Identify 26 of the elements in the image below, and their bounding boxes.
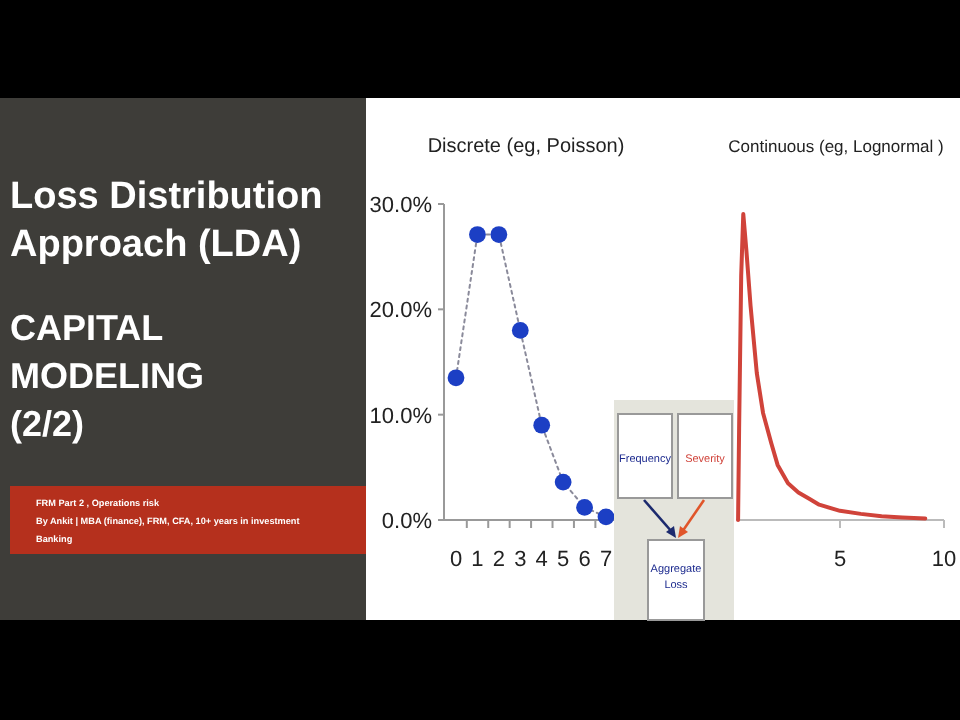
point	[554, 473, 572, 491]
y-tick-label: 20.0%	[369, 299, 433, 324]
x-tick-label: 0	[449, 548, 463, 572]
chart-title: Discrete (eg, Poisson)	[427, 136, 625, 158]
chart-title: Continuous (eg, Lognormal )	[728, 136, 945, 156]
text: Loss Distribution Approach (LDA)	[10, 176, 323, 266]
x-tick-label: 4	[535, 548, 548, 572]
x-tick-label: 7	[599, 548, 613, 572]
x-tick-label: 5	[833, 548, 847, 572]
point	[447, 369, 465, 387]
point	[533, 416, 551, 434]
point	[576, 498, 593, 516]
y-tick-label: 30.0%	[369, 194, 433, 218]
x-tick-label: 1	[471, 548, 484, 572]
point	[511, 322, 529, 339]
y-tick-label: 10.0%	[369, 404, 433, 429]
x-tick-label: 5	[557, 548, 570, 572]
text: CAPITAL MODELING (2/2)	[10, 308, 204, 444]
x-tick-label: 2	[492, 548, 505, 572]
x-tick-label: 3	[514, 548, 527, 572]
point	[490, 226, 508, 243]
x-tick-label: 6	[578, 548, 591, 572]
point	[597, 508, 615, 526]
point	[469, 226, 486, 243]
y-tick-label: 0.0%	[381, 510, 433, 534]
x-tick-label: 10	[931, 548, 957, 572]
